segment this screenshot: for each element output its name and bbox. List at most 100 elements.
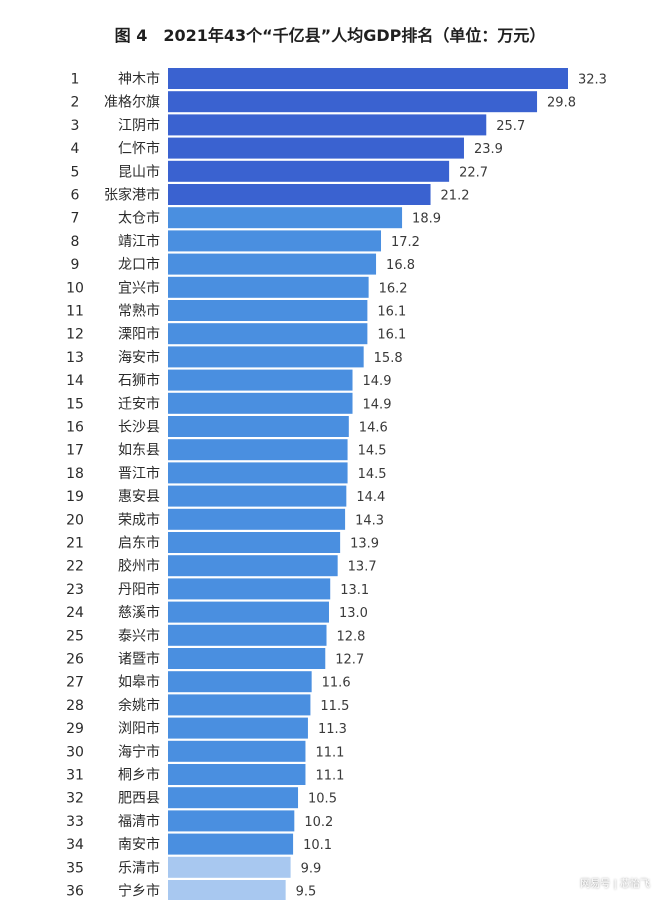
category-label: 靖江市: [118, 233, 160, 250]
bar: [168, 253, 377, 275]
category-label: 张家港市: [104, 187, 160, 204]
rank-label: 17: [66, 443, 84, 459]
data-label: 23.9: [474, 142, 503, 157]
rank-label: 26: [66, 652, 84, 668]
bar: [168, 787, 299, 809]
data-label: 14.9: [363, 397, 392, 412]
category-label: 浏阳市: [118, 720, 160, 737]
category-label: 慈溪市: [118, 604, 160, 621]
rank-label: 8: [71, 234, 80, 250]
category-label: 长沙县: [118, 420, 160, 436]
category-label: 乐清市: [118, 859, 160, 876]
category-label: 海安市: [118, 349, 160, 366]
bar: [168, 624, 327, 646]
rank-label: 11: [66, 304, 84, 320]
category-label: 常熟市: [118, 303, 160, 320]
rank-label: 35: [66, 860, 84, 876]
data-label: 13.7: [348, 560, 377, 575]
rank-label: 22: [66, 559, 84, 575]
data-label: 22.7: [459, 165, 488, 180]
rank-label: 3: [71, 118, 80, 134]
category-label: 石狮市: [118, 372, 160, 389]
data-label: 13.0: [339, 606, 368, 621]
rank-label: 34: [66, 837, 84, 853]
bar: [168, 555, 338, 577]
data-label: 11.1: [315, 769, 344, 784]
bar: [168, 68, 568, 89]
category-label: 神木市: [118, 71, 160, 88]
bar: [168, 392, 353, 414]
data-label: 13.1: [340, 583, 369, 598]
rank-label: 14: [66, 373, 84, 389]
category-label: 宁乡市: [118, 883, 160, 900]
category-label: 昆山市: [118, 163, 160, 180]
bar: [168, 276, 369, 298]
data-label: 32.3: [578, 73, 607, 88]
data-label: 15.8: [374, 351, 403, 366]
bar: [168, 230, 382, 252]
rank-label: 7: [71, 211, 80, 227]
rank-label: 19: [66, 489, 84, 505]
category-label: 丹阳市: [118, 581, 160, 598]
data-label: 16.8: [386, 258, 415, 273]
category-label: 南安市: [118, 836, 160, 853]
data-label: 12.8: [337, 629, 366, 644]
data-label: 14.4: [356, 490, 385, 505]
category-label: 惠安县: [118, 489, 160, 505]
rank-label: 33: [66, 814, 84, 830]
rank-label: 9: [71, 257, 80, 273]
category-label: 泰兴市: [118, 627, 160, 644]
rank-label: 4: [71, 141, 80, 157]
bar: [168, 323, 368, 345]
category-label: 胶州市: [118, 558, 160, 575]
data-label: 14.3: [355, 513, 384, 528]
bar: [168, 717, 308, 739]
category-label: 如皋市: [118, 674, 160, 691]
bar: [168, 532, 341, 553]
bar: [168, 114, 487, 136]
bar: [168, 694, 311, 716]
data-label: 21.2: [441, 189, 470, 204]
bar: [168, 601, 329, 623]
bar: [168, 740, 306, 762]
category-label: 启东市: [118, 535, 160, 552]
data-label: 11.1: [315, 745, 344, 760]
category-label: 龙口市: [118, 256, 160, 273]
rank-label: 32: [66, 791, 84, 807]
rank-label: 28: [66, 698, 84, 714]
bar: [168, 462, 348, 484]
rank-label: 1: [71, 72, 80, 88]
bar: [168, 578, 331, 600]
rank-label: 25: [66, 628, 84, 644]
data-label: 10.5: [308, 792, 337, 807]
category-label: 晋江市: [118, 465, 160, 482]
category-label: 如东县: [118, 443, 160, 459]
data-label: 16.2: [379, 281, 408, 296]
data-label: 13.9: [350, 537, 379, 552]
data-label: 11.5: [320, 699, 349, 714]
bar: [168, 764, 306, 785]
data-label: 16.1: [377, 305, 406, 320]
rank-label: 13: [66, 350, 84, 366]
bar: [168, 346, 364, 368]
category-label: 福清市: [118, 813, 160, 830]
bar: [168, 671, 312, 693]
bar: [168, 880, 286, 900]
bar: [168, 91, 538, 113]
chart-title: 图 4 2021年43个“千亿县”人均GDP排名（单位：万元）: [114, 26, 546, 45]
rank-label: 29: [66, 721, 84, 737]
bar: [168, 137, 464, 159]
bar: [168, 160, 450, 182]
category-label: 诸暨市: [118, 651, 160, 668]
data-label: 9.5: [296, 885, 317, 900]
data-label: 14.9: [363, 374, 392, 389]
category-label: 太仓市: [118, 210, 160, 227]
bar: [168, 300, 368, 321]
rank-label: 2: [71, 95, 80, 111]
category-label: 海宁市: [118, 743, 160, 760]
category-label: 迁安市: [118, 395, 160, 412]
data-label: 11.6: [322, 676, 351, 691]
rank-label: 31: [66, 768, 84, 784]
bar: [168, 508, 346, 530]
